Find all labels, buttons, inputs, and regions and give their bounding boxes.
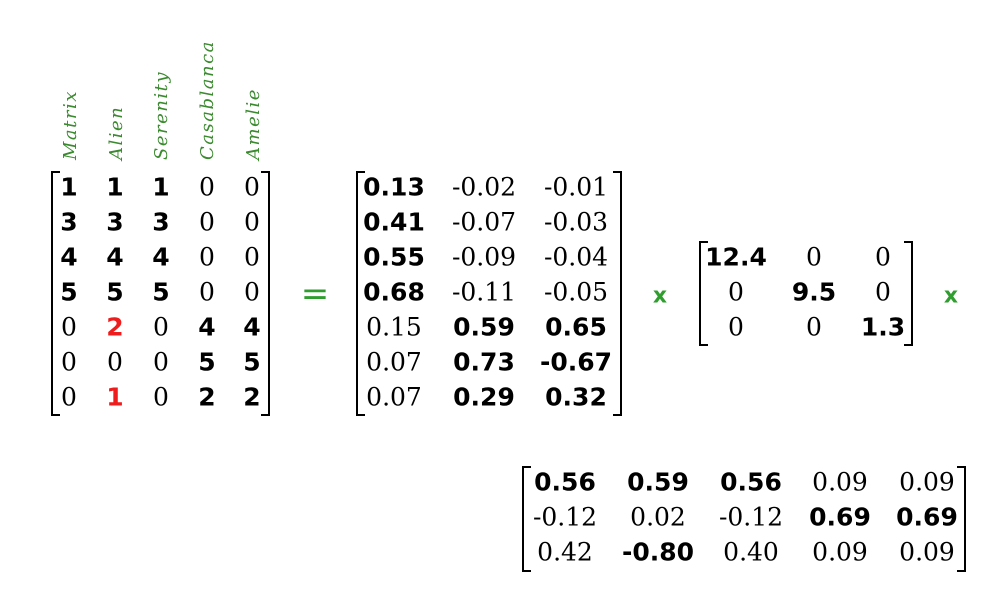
matrix-sigma-cell: 0 <box>806 242 822 272</box>
equals-sign: = <box>300 274 330 314</box>
matrix-sigma-right-bracket <box>904 241 913 346</box>
matrix-u-cell: 0.13 <box>363 172 425 202</box>
matrix-sigma-cell: 0 <box>728 277 744 307</box>
matrix-ratings-cell: 4 <box>152 242 170 272</box>
matrix-u-cell: 0.41 <box>363 207 425 237</box>
matrix-ratings-cell: 0 <box>244 277 260 307</box>
matrix-u-cell: -0.01 <box>543 172 609 202</box>
matrix-vt-cell: -0.80 <box>621 537 695 567</box>
matrix-vt-cell: -0.12 <box>532 502 598 532</box>
matrix-vt-right-bracket <box>957 466 966 572</box>
matrix-u-cell: -0.03 <box>543 207 609 237</box>
column-label-alien: Alien <box>106 105 127 160</box>
matrix-vt-cell: 0.69 <box>809 502 871 532</box>
matrix-ratings-cell: 2 <box>243 382 261 412</box>
multiply-sign-1: x <box>652 283 668 309</box>
matrix-u-cell: -0.05 <box>543 277 609 307</box>
matrix-vt-cell: 0.40 <box>723 537 779 567</box>
column-label-serenity: Serenity <box>151 71 172 160</box>
matrix-ratings-cell: 1 <box>60 172 78 202</box>
matrix-sigma-cell: 0 <box>806 312 822 342</box>
matrix-ratings-cell: 5 <box>60 277 78 307</box>
matrix-ratings-cell: 2 <box>198 382 216 412</box>
matrix-ratings-cell: 5 <box>198 347 216 377</box>
matrix-ratings-cell: 0 <box>153 312 169 342</box>
matrix-ratings-cell: 4 <box>60 242 78 272</box>
matrix-u-cell: -0.11 <box>451 277 517 307</box>
matrix-u-cell: 0.15 <box>366 312 422 342</box>
matrix-ratings-cell: 3 <box>106 207 124 237</box>
matrix-ratings-cell: 0 <box>107 347 123 377</box>
matrix-ratings-cell: 0 <box>61 347 77 377</box>
matrix-ratings-cell: 5 <box>106 277 124 307</box>
matrix-ratings-cell: 0 <box>199 207 215 237</box>
matrix-sigma-cell: 9.5 <box>791 277 837 307</box>
matrix-ratings-cell: 0 <box>153 382 169 412</box>
matrix-sigma-cell: 0 <box>875 277 891 307</box>
matrix-sigma-cell: 1.3 <box>860 312 906 342</box>
matrix-ratings-cell: 0 <box>61 312 77 342</box>
matrix-ratings-cell: 1 <box>152 172 170 202</box>
matrix-vt-cell: 0.09 <box>899 537 955 567</box>
matrix-vt-cell: 0.09 <box>812 537 868 567</box>
matrix-u-cell: 0.07 <box>366 382 422 412</box>
matrix-vt-cell: 0.09 <box>899 467 955 497</box>
matrix-sigma-cell: 0 <box>728 312 744 342</box>
matrix-u-cell: 0.59 <box>453 312 515 342</box>
matrix-vt-cell: 0.56 <box>534 467 596 497</box>
matrix-ratings-cell: 0 <box>244 172 260 202</box>
matrix-vt-cell: -0.12 <box>718 502 784 532</box>
matrix-ratings-cell: 4 <box>198 312 216 342</box>
matrix-u-right-bracket <box>613 171 622 416</box>
matrix-ratings-cell: 0 <box>244 242 260 272</box>
matrix-ratings-cell: 4 <box>106 242 124 272</box>
matrix-u-left-bracket <box>356 171 365 416</box>
matrix-ratings-cell: 2 <box>106 312 124 342</box>
matrix-u-cell: 0.55 <box>363 242 425 272</box>
matrix-u-cell: -0.07 <box>451 207 517 237</box>
matrix-ratings-left-bracket <box>51 171 60 416</box>
column-label-matrix: Matrix <box>60 90 81 160</box>
matrix-ratings-cell: 0 <box>153 347 169 377</box>
matrix-ratings-cell: 1 <box>106 172 124 202</box>
matrix-ratings-cell: 0 <box>199 242 215 272</box>
matrix-u-cell: -0.02 <box>451 172 517 202</box>
matrix-ratings-cell: 3 <box>60 207 78 237</box>
matrix-vt-cell: 0.02 <box>630 502 686 532</box>
matrix-u-cell: -0.04 <box>543 242 609 272</box>
matrix-u-cell: 0.07 <box>366 347 422 377</box>
matrix-u-cell: 0.65 <box>545 312 607 342</box>
multiply-sign-2: x <box>943 283 959 309</box>
matrix-ratings-cell: 5 <box>152 277 170 307</box>
matrix-ratings-cell: 4 <box>243 312 261 342</box>
matrix-u-cell: 0.32 <box>545 382 607 412</box>
matrix-vt-left-bracket <box>522 466 531 572</box>
matrix-vt-cell: 0.09 <box>812 467 868 497</box>
matrix-vt-cell: 0.56 <box>720 467 782 497</box>
matrix-vt-cell: 0.42 <box>537 537 593 567</box>
matrix-u-cell: -0.09 <box>451 242 517 272</box>
matrix-ratings-cell: 0 <box>61 382 77 412</box>
matrix-ratings-cell: 0 <box>244 207 260 237</box>
matrix-u-cell: 0.68 <box>363 277 425 307</box>
matrix-vt-cell: 0.59 <box>627 467 689 497</box>
matrix-u-cell: 0.73 <box>453 347 515 377</box>
matrix-ratings-cell: 1 <box>106 382 124 412</box>
matrix-ratings-cell: 3 <box>152 207 170 237</box>
matrix-ratings-cell: 0 <box>199 172 215 202</box>
matrix-vt-cell: 0.69 <box>896 502 958 532</box>
matrix-sigma-cell: 12.4 <box>705 242 767 272</box>
matrix-ratings-right-bracket <box>261 171 270 416</box>
matrix-u-cell: 0.29 <box>453 382 515 412</box>
matrix-ratings-cell: 5 <box>243 347 261 377</box>
matrix-sigma-cell: 0 <box>875 242 891 272</box>
column-label-casablanca: Casablanca <box>197 40 218 160</box>
matrix-u-cell: -0.67 <box>539 347 613 377</box>
matrix-sigma-left-bracket <box>699 241 708 346</box>
column-label-amelie: Amelie <box>243 88 264 160</box>
matrix-ratings-cell: 0 <box>199 277 215 307</box>
